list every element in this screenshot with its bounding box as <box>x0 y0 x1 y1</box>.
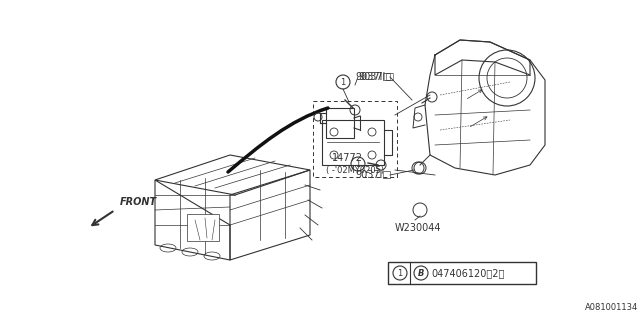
Text: 1: 1 <box>340 77 346 86</box>
Text: 9037l□: 9037l□ <box>358 72 395 82</box>
Text: 9037l□: 9037l□ <box>355 72 392 82</box>
Text: W230044: W230044 <box>395 223 442 233</box>
Text: A081001134: A081001134 <box>585 303 638 312</box>
Text: 9037l□: 9037l□ <box>355 170 392 180</box>
Text: 1: 1 <box>355 159 360 169</box>
Text: 1: 1 <box>397 268 403 277</box>
Text: ( -'02MY0205): ( -'02MY0205) <box>326 165 384 174</box>
Text: FRONT: FRONT <box>120 197 157 207</box>
Text: 14772: 14772 <box>332 153 363 163</box>
Text: 047406120（2）: 047406120（2） <box>431 268 504 278</box>
Text: B: B <box>418 268 424 277</box>
FancyBboxPatch shape <box>187 214 219 241</box>
